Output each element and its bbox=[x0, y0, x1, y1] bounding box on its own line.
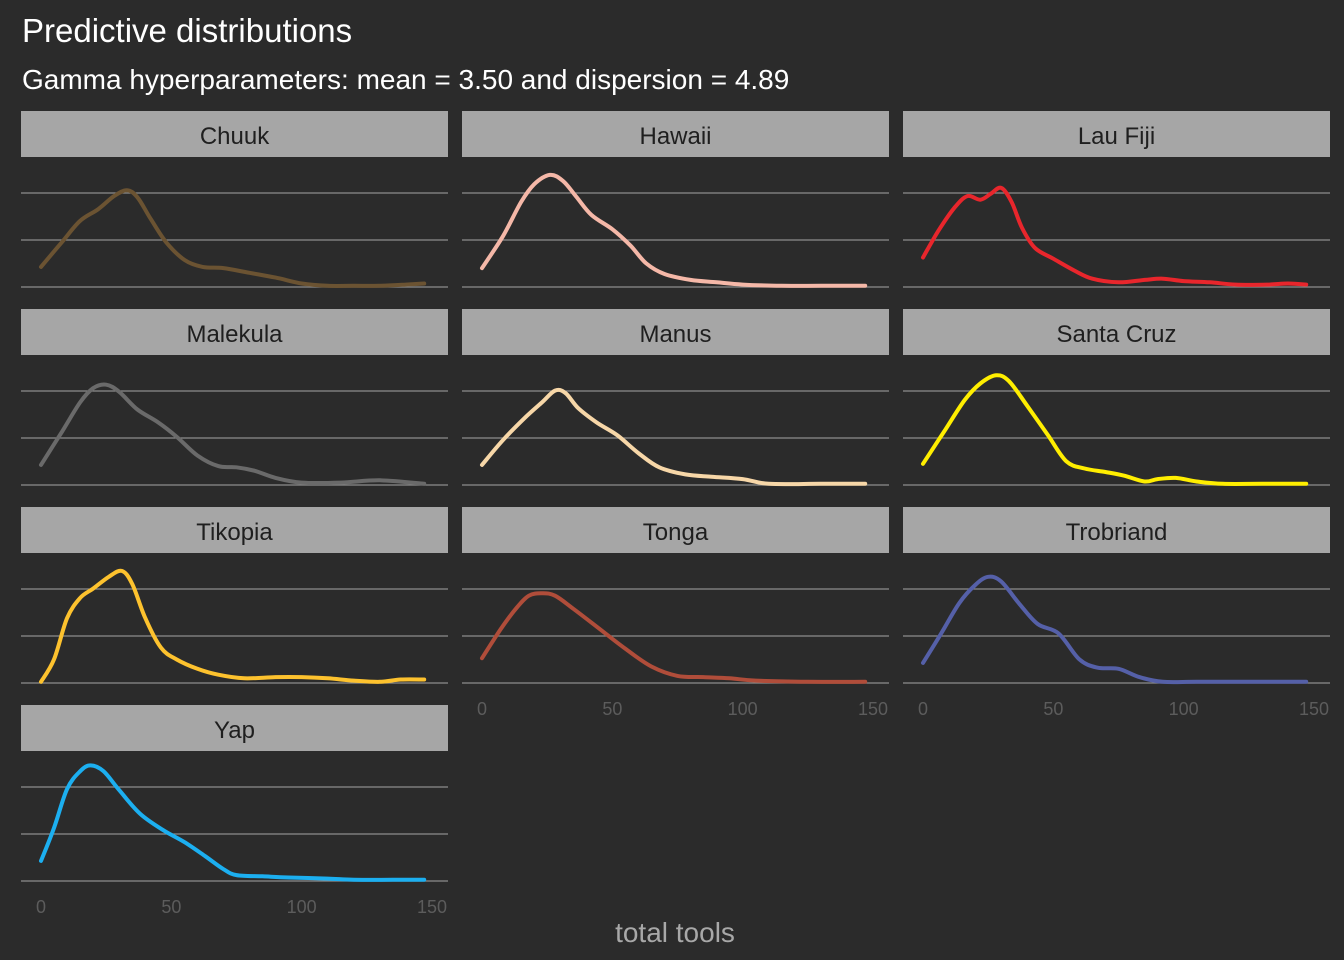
x-tick-label: 100 bbox=[728, 699, 758, 719]
facet-strip bbox=[462, 507, 889, 553]
facet-strip bbox=[21, 705, 448, 751]
facet-strip bbox=[21, 309, 448, 355]
x-tick-label: 150 bbox=[417, 897, 447, 917]
facet-strip bbox=[462, 111, 889, 157]
facet-strip bbox=[903, 507, 1330, 553]
density-curve-chuuk bbox=[39, 188, 427, 288]
facet-strip-label: Yap bbox=[214, 717, 255, 744]
facet-strip bbox=[21, 507, 448, 553]
density-curve-yap bbox=[39, 763, 427, 882]
x-tick-label: 100 bbox=[287, 897, 317, 917]
facet-strip-label: Manus bbox=[639, 321, 711, 348]
x-axis-label: total tools bbox=[615, 917, 735, 948]
facet-panel-hawaii: Hawaii bbox=[462, 111, 889, 288]
density-curve-manus bbox=[480, 387, 868, 487]
density-curve-lau-fiji bbox=[921, 185, 1309, 287]
facet-strip-label: Chuuk bbox=[200, 123, 270, 150]
x-tick-label: 100 bbox=[1169, 699, 1199, 719]
facet-panel-lau-fiji: Lau Fiji bbox=[903, 111, 1330, 288]
facet-strip bbox=[462, 309, 889, 355]
x-tick-label: 0 bbox=[477, 699, 487, 719]
facet-strip-label: Trobriand bbox=[1066, 519, 1168, 546]
facet-strip-label: Malekula bbox=[186, 321, 283, 348]
density-curve-tikopia bbox=[39, 568, 427, 684]
facet-strip bbox=[903, 309, 1330, 355]
facet-strip-label: Santa Cruz bbox=[1056, 321, 1176, 348]
facet-panel-santa-cruz: Santa Cruz bbox=[903, 309, 1330, 486]
density-curve-hawaii bbox=[480, 172, 868, 288]
facet-strip-label: Tikopia bbox=[196, 519, 273, 546]
density-curve-santa-cruz bbox=[921, 373, 1309, 486]
density-curve-malekula bbox=[39, 382, 427, 486]
facet-strip bbox=[903, 111, 1330, 157]
facet-panel-trobriand: Trobriand 0 50 100 150 bbox=[903, 507, 1330, 719]
chart-subtitle: Gamma hyperparameters: mean = 3.50 and d… bbox=[22, 64, 789, 95]
density-curve-tonga bbox=[480, 591, 868, 684]
facet-panel-yap: Yap 0 50 100 150 bbox=[21, 705, 448, 917]
x-tick-label: 150 bbox=[1299, 699, 1329, 719]
facet-panel-manus: Manus bbox=[462, 309, 889, 487]
x-tick-label: 150 bbox=[858, 699, 888, 719]
facet-panels: Chuuk Hawaii Lau Fiji Malekula Manus Santa Cr… bbox=[21, 111, 1330, 917]
facet-strip-label: Hawaii bbox=[639, 123, 711, 150]
facet-panel-tonga: Tonga 0 50 100 150 bbox=[462, 507, 889, 719]
facet-strip-label: Tonga bbox=[643, 519, 709, 546]
x-tick-label: 50 bbox=[602, 699, 622, 719]
facet-strip-label: Lau Fiji bbox=[1078, 123, 1155, 150]
chart-title: Predictive distributions bbox=[22, 12, 352, 49]
facet-strip bbox=[21, 111, 448, 157]
x-tick-label: 50 bbox=[161, 897, 181, 917]
density-curve-trobriand bbox=[921, 574, 1309, 685]
facet-panel-tikopia: Tikopia bbox=[21, 507, 448, 684]
x-tick-label: 0 bbox=[36, 897, 46, 917]
facet-panel-malekula: Malekula bbox=[21, 309, 448, 486]
facet-panel-chuuk: Chuuk bbox=[21, 111, 448, 288]
x-tick-label: 50 bbox=[1043, 699, 1063, 719]
x-tick-label: 0 bbox=[918, 699, 928, 719]
